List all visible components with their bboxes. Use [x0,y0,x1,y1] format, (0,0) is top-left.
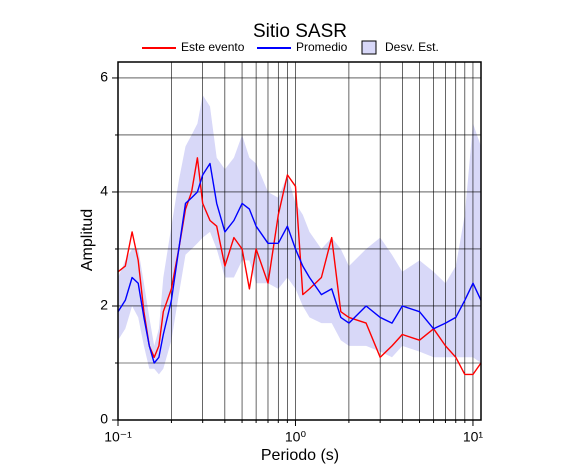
legend-label: Promedio [296,40,348,54]
x-tick-label: 10¹ [463,429,484,445]
y-tick-label: 6 [100,69,108,85]
plot-frame [117,61,482,421]
chart-title: Sitio SASR [253,21,347,42]
x-tick-label: 10⁰ [285,429,307,445]
legend-label: Desv. Est. [385,40,439,54]
y-tick-label: 2 [100,297,108,313]
x-axis-label: Periodo (s) [261,447,339,464]
y-tick-label: 0 [100,411,108,427]
std-band [118,95,481,375]
legend-swatch [361,40,377,55]
x-tick-label: 10⁻¹ [104,429,132,445]
y-axis-label: Amplitud [79,209,96,271]
legend-label: Este evento [181,40,245,54]
y-tick-label: 4 [100,183,108,199]
series-line [117,157,482,376]
series-line [117,162,482,364]
